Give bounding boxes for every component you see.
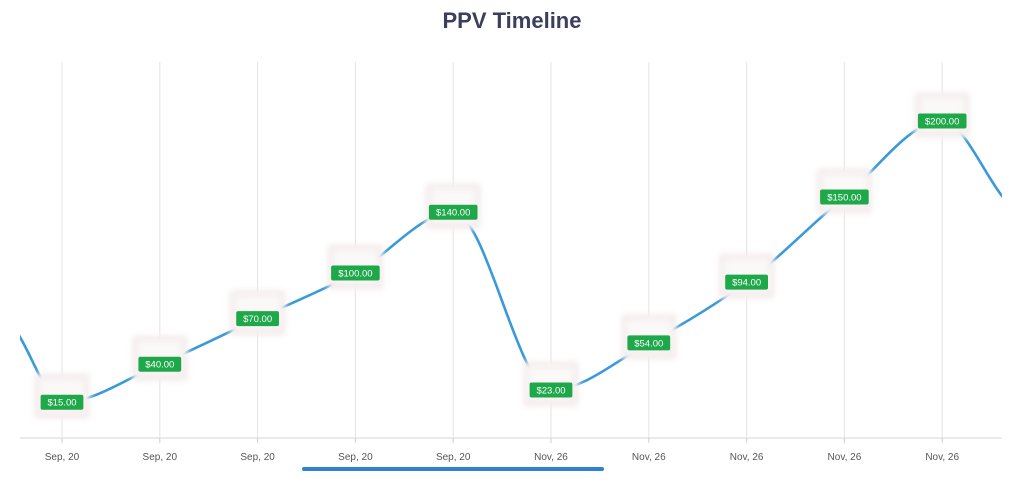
- data-point[interactable]: $40.00: [131, 335, 188, 382]
- data-point[interactable]: $70.00: [229, 289, 286, 336]
- price-badge: [529, 382, 573, 398]
- x-tick-label: Nov, 26: [828, 452, 862, 463]
- data-point[interactable]: $15.00: [34, 373, 90, 420]
- price-label: $100.00: [338, 269, 372, 280]
- timeline-scrollbar[interactable]: [302, 467, 604, 471]
- price-badge: [820, 189, 869, 205]
- data-point[interactable]: $54.00: [620, 313, 677, 360]
- price-badge: [236, 311, 279, 327]
- price-label: $150.00: [827, 193, 861, 204]
- grid-lines: [61, 62, 943, 438]
- price-label: $94.00: [732, 278, 761, 289]
- data-point[interactable]: $150.00: [816, 168, 873, 214]
- data-point[interactable]: $94.00: [718, 253, 775, 300]
- x-tick-label: Sep, 20: [338, 452, 373, 463]
- price-badge: [917, 113, 967, 129]
- x-tick-label: Sep, 20: [45, 452, 80, 463]
- data-point[interactable]: $100.00: [327, 244, 384, 290]
- price-badge: [627, 335, 671, 351]
- x-tick-label: Sep, 20: [436, 452, 471, 463]
- price-label: $70.00: [243, 314, 272, 325]
- price-badge: [331, 265, 380, 281]
- x-tick-label: Sep, 20: [143, 452, 178, 463]
- x-tick-label: Sep, 20: [240, 452, 275, 463]
- price-label: $54.00: [634, 338, 663, 349]
- price-label: $15.00: [47, 398, 76, 409]
- x-tick-label: Nov, 26: [730, 452, 764, 463]
- price-badge: [40, 394, 84, 410]
- price-badge: [428, 204, 478, 220]
- price-label: $40.00: [145, 360, 174, 371]
- price-badge: [725, 274, 768, 290]
- data-point[interactable]: $140.00: [425, 183, 482, 230]
- x-tick-label: Nov, 26: [534, 452, 568, 463]
- price-label: $140.00: [436, 208, 470, 219]
- chart-title: PPV Timeline: [442, 8, 582, 33]
- data-point[interactable]: $23.00: [523, 361, 579, 408]
- x-tick-label: Nov, 26: [925, 452, 959, 463]
- price-badge: [138, 356, 182, 372]
- x-tick-label: Nov, 26: [632, 452, 666, 463]
- data-points: $15.00 $40.00 $70.00 $100.00 $140.00 $23.00 $5…: [34, 92, 971, 420]
- x-axis-ticks: Sep, 20 Sep, 20 Sep, 20 Sep, 20 Sep, 20 Nov, …: [45, 438, 959, 463]
- price-label: $23.00: [536, 386, 565, 397]
- data-point[interactable]: $200.00: [914, 92, 971, 138]
- price-label: $200.00: [925, 117, 959, 128]
